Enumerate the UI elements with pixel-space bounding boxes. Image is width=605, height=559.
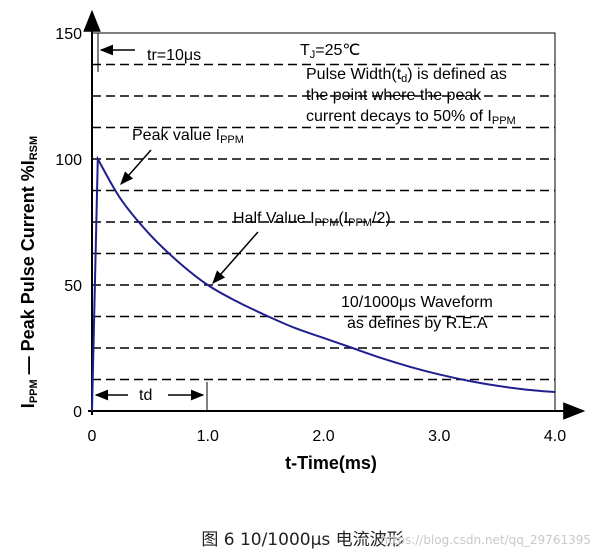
half-value-arrow <box>212 231 259 285</box>
series-line <box>91 155 556 412</box>
x-tick-label: 0 <box>88 428 97 445</box>
watermark: https://blog.csdn.net/qq_29761395 <box>380 533 591 547</box>
x-tick-labels: 0 1.0 2.0 3.0 4.0 <box>88 428 567 445</box>
y-tick-label: 0 <box>73 404 82 421</box>
tj-label: TJ=25℃ <box>300 42 360 61</box>
tr-label: tr=10μs <box>147 47 201 64</box>
y-tick-label: 100 <box>55 152 82 169</box>
x-tick-label: 3.0 <box>428 428 450 445</box>
half-value-label: Half Value IPPM(IPPM/2) <box>233 210 391 229</box>
pulse-width-line1: Pulse Width(td) is defined as <box>306 66 507 85</box>
chart: 0 50 100 150 0 1.0 2.0 3.0 4.0 tr=10μs TJ=25℃ P… <box>18 9 586 473</box>
figure-caption: 图 6 10/1000μs 电流波形 <box>201 530 404 550</box>
x-tick-label: 2.0 <box>312 428 334 445</box>
y-axis-title: IPPM — Peak Pulse Current %IRSM <box>18 136 40 408</box>
peak-value-arrow <box>120 149 152 186</box>
td-label: td <box>139 387 152 404</box>
y-tick-label: 150 <box>55 26 82 43</box>
y-tick-label: 50 <box>64 278 82 295</box>
pulse-width-line2: the point where the peak <box>306 87 482 104</box>
x-tick-label: 4.0 <box>544 428 566 445</box>
x-axis-title: t-Time(ms) <box>285 453 377 473</box>
waveform-label-line1: 10/1000μs Waveform <box>341 294 493 311</box>
peak-value-label: Peak value IPPM <box>132 127 244 146</box>
pulse-width-line3: current decays to 50% of IPPM <box>306 108 516 127</box>
y-tick-labels: 0 50 100 150 <box>55 26 82 421</box>
waveform-label-line2: as defines by R.E.A <box>347 315 488 332</box>
x-tick-label: 1.0 <box>197 428 219 445</box>
